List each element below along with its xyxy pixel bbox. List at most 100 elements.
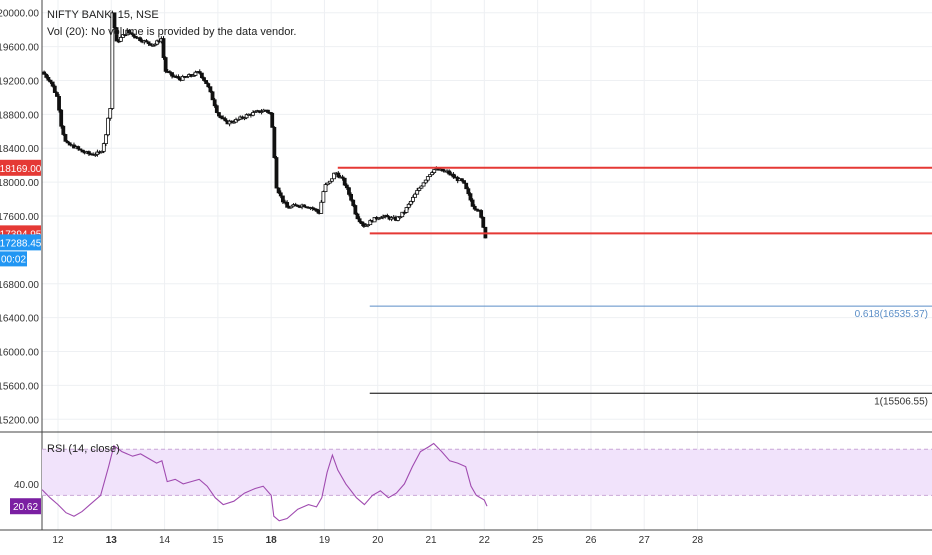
y-tick-label: 15600.00 [0, 381, 39, 392]
candle-body [408, 200, 413, 205]
candle-body [353, 205, 358, 215]
candle-body [153, 43, 157, 46]
candle-body [280, 195, 285, 203]
candle-body [319, 201, 324, 214]
candle-body [199, 72, 204, 79]
candle-body [413, 193, 417, 198]
candle-body [163, 57, 168, 72]
candle-body [86, 151, 91, 155]
candle-body [415, 190, 420, 195]
candle-body [421, 182, 426, 187]
candle-body [48, 79, 53, 83]
candle-body [368, 220, 373, 226]
candle-body [481, 216, 486, 228]
candle-body [432, 169, 437, 173]
candle-body [65, 140, 70, 144]
rsi-band [42, 449, 932, 496]
candle-body [76, 146, 81, 150]
candle-body [78, 148, 83, 151]
candle-body [242, 117, 247, 120]
countdown-text: 00:02 [1, 254, 26, 265]
candle-body [323, 184, 328, 193]
rsi-line [41, 442, 488, 522]
candle-body [104, 134, 108, 145]
y-tick-label: 18400.00 [0, 144, 39, 155]
candle-body [400, 211, 405, 218]
candle-body [236, 118, 241, 121]
candle-body [423, 179, 428, 184]
candle-body [425, 176, 430, 181]
candle-body [479, 210, 484, 218]
candle-body [191, 74, 196, 77]
rsi-legend: RSI (14, close) [47, 443, 120, 455]
candle-body [289, 205, 294, 209]
candle-body [52, 85, 57, 93]
candle-body [46, 76, 51, 81]
y-tick-label: 15200.00 [0, 415, 39, 426]
y-tick-label: 18800.00 [0, 110, 39, 121]
candle-body [272, 126, 277, 158]
candle-body [138, 37, 142, 41]
candle-body [206, 83, 211, 88]
candle-body [214, 105, 219, 113]
candle-body [108, 108, 113, 119]
candle-body [419, 185, 424, 189]
candle-body [63, 134, 68, 142]
candle-body [112, 12, 117, 29]
candle-body [464, 182, 469, 190]
candle-body [366, 224, 371, 227]
candle-body [217, 112, 221, 117]
countdown-badge [0, 251, 27, 267]
candle-body [150, 44, 155, 47]
x-tick-label: 27 [639, 535, 651, 546]
candle-body [357, 218, 362, 223]
candle-body [385, 215, 390, 218]
candle-body [93, 154, 98, 156]
candle-body [127, 29, 132, 34]
y-tick-label: 17600.00 [0, 212, 39, 223]
y-tick-label: 20000.00 [0, 9, 39, 20]
x-tick-label: 19 [319, 535, 331, 546]
candle-body [67, 142, 72, 146]
candle-body [231, 121, 236, 124]
candle-body [110, 12, 115, 109]
candle-body [208, 86, 213, 93]
candle-body [101, 143, 106, 152]
candle-body [278, 192, 283, 197]
candle-body [204, 80, 209, 84]
candles [42, 10, 488, 239]
candle-body [244, 114, 249, 119]
candle-body [114, 27, 119, 42]
candle-body [398, 216, 403, 219]
candle-body [146, 41, 151, 45]
candle-body [447, 170, 452, 175]
rsi-value-badge [10, 498, 41, 515]
candle-body [42, 71, 47, 75]
candle-body [197, 71, 202, 74]
candle-body [440, 168, 445, 172]
candle-body [466, 188, 471, 195]
symbol-legend: NIFTY BANK, 15, NSE [47, 9, 159, 21]
candle-body [44, 73, 49, 78]
candle-body [170, 72, 174, 77]
candle-body [310, 207, 315, 210]
candle-body [80, 149, 85, 153]
candle-body [295, 204, 300, 207]
y-tick-label: 16400.00 [0, 314, 39, 325]
candle-body [325, 182, 330, 185]
candle-body [50, 81, 55, 87]
y-tick-label: 19600.00 [0, 43, 39, 54]
candle-body [321, 191, 326, 203]
rsi-value-text: 20.62 [13, 502, 38, 513]
candle-body [57, 96, 61, 111]
candle-body [144, 40, 149, 43]
candle-body [330, 178, 334, 182]
candle-body [99, 150, 104, 153]
candle-body [212, 99, 217, 107]
x-tick-label: 15 [212, 535, 224, 546]
candle-body [234, 119, 238, 123]
candle-body [428, 174, 432, 178]
x-tick-label: 25 [532, 535, 544, 546]
